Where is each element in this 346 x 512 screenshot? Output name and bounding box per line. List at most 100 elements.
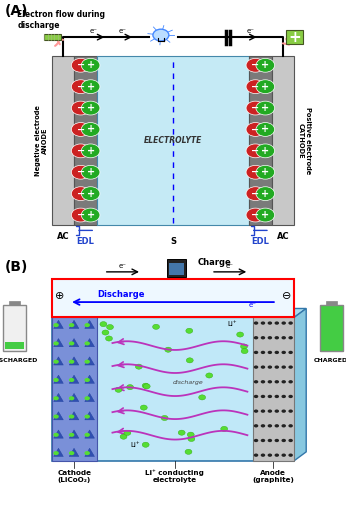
Polygon shape xyxy=(54,412,63,420)
Circle shape xyxy=(281,395,286,398)
Text: −: − xyxy=(76,210,85,220)
Circle shape xyxy=(281,410,286,413)
Circle shape xyxy=(289,322,293,325)
Circle shape xyxy=(199,395,206,400)
Circle shape xyxy=(178,430,185,435)
Circle shape xyxy=(102,330,109,335)
Circle shape xyxy=(53,342,59,346)
Bar xyxy=(249,56,272,225)
Text: e⁻: e⁻ xyxy=(248,302,257,308)
Text: +: + xyxy=(261,103,270,113)
Circle shape xyxy=(188,436,195,441)
Text: e⁻: e⁻ xyxy=(119,263,127,268)
Text: +: + xyxy=(261,124,270,135)
Circle shape xyxy=(256,187,275,201)
Circle shape xyxy=(289,454,293,457)
Polygon shape xyxy=(85,321,94,329)
Text: Anode
(graphite): Anode (graphite) xyxy=(252,470,294,483)
Circle shape xyxy=(281,439,286,442)
Text: Positive electrode
CATHODE: Positive electrode CATHODE xyxy=(298,107,311,175)
Text: −: − xyxy=(76,103,85,113)
Text: −: − xyxy=(76,146,85,156)
Circle shape xyxy=(84,323,90,327)
Circle shape xyxy=(274,322,279,325)
Text: +: + xyxy=(288,30,301,45)
Bar xyxy=(52,279,294,317)
Circle shape xyxy=(274,410,279,413)
Polygon shape xyxy=(54,357,63,365)
Text: Negative electrode
ANODE: Negative electrode ANODE xyxy=(35,105,48,176)
Circle shape xyxy=(261,366,265,369)
Circle shape xyxy=(69,415,74,419)
Text: −: − xyxy=(251,167,260,177)
Bar xyxy=(253,317,294,461)
Bar xyxy=(5,342,24,349)
Circle shape xyxy=(246,208,265,222)
Circle shape xyxy=(135,364,142,369)
Polygon shape xyxy=(69,338,79,347)
Circle shape xyxy=(71,58,90,72)
Circle shape xyxy=(165,347,172,352)
Circle shape xyxy=(256,208,275,222)
Bar xyxy=(52,56,74,225)
Circle shape xyxy=(281,336,286,339)
Circle shape xyxy=(143,384,150,389)
Circle shape xyxy=(261,410,265,413)
Circle shape xyxy=(84,396,90,400)
Circle shape xyxy=(289,380,293,383)
Bar xyxy=(9,301,20,305)
Circle shape xyxy=(254,424,258,428)
Circle shape xyxy=(69,396,74,400)
Circle shape xyxy=(281,366,286,369)
Bar xyxy=(3,305,26,351)
Circle shape xyxy=(71,122,90,136)
Text: −: − xyxy=(251,146,260,156)
Circle shape xyxy=(71,101,90,115)
Circle shape xyxy=(106,336,112,341)
Text: +: + xyxy=(86,60,95,70)
Bar xyxy=(52,317,97,461)
Polygon shape xyxy=(85,430,94,438)
Polygon shape xyxy=(85,393,94,401)
Text: −: − xyxy=(76,167,85,177)
Circle shape xyxy=(84,359,90,364)
Circle shape xyxy=(246,165,265,179)
Circle shape xyxy=(281,351,286,354)
Bar xyxy=(286,30,303,44)
Polygon shape xyxy=(69,393,79,401)
Text: (A): (A) xyxy=(5,4,29,18)
Circle shape xyxy=(289,410,293,413)
Circle shape xyxy=(71,187,90,201)
Text: +: + xyxy=(86,210,95,220)
Text: −: − xyxy=(76,82,85,92)
Circle shape xyxy=(107,325,113,330)
Polygon shape xyxy=(69,430,79,438)
Circle shape xyxy=(267,380,272,383)
Circle shape xyxy=(256,101,275,115)
Circle shape xyxy=(274,380,279,383)
Polygon shape xyxy=(54,321,63,329)
Text: −: − xyxy=(76,188,85,199)
Text: e⁻: e⁻ xyxy=(226,263,234,268)
Circle shape xyxy=(84,342,90,346)
Circle shape xyxy=(289,336,293,339)
Bar xyxy=(320,305,343,351)
Bar xyxy=(44,34,61,40)
Text: ⊕: ⊕ xyxy=(55,291,64,301)
Circle shape xyxy=(254,380,258,383)
Circle shape xyxy=(186,358,193,363)
Circle shape xyxy=(256,122,275,136)
Circle shape xyxy=(53,359,59,364)
Circle shape xyxy=(261,424,265,428)
Circle shape xyxy=(71,80,90,94)
Circle shape xyxy=(254,351,258,354)
Circle shape xyxy=(84,433,90,437)
Circle shape xyxy=(267,454,272,457)
Text: e⁻: e⁻ xyxy=(119,28,127,33)
Polygon shape xyxy=(54,393,63,401)
Circle shape xyxy=(71,165,90,179)
Text: Cathode
(LiCoO₂): Cathode (LiCoO₂) xyxy=(57,470,91,483)
Polygon shape xyxy=(85,412,94,420)
Polygon shape xyxy=(85,449,94,457)
Circle shape xyxy=(274,366,279,369)
